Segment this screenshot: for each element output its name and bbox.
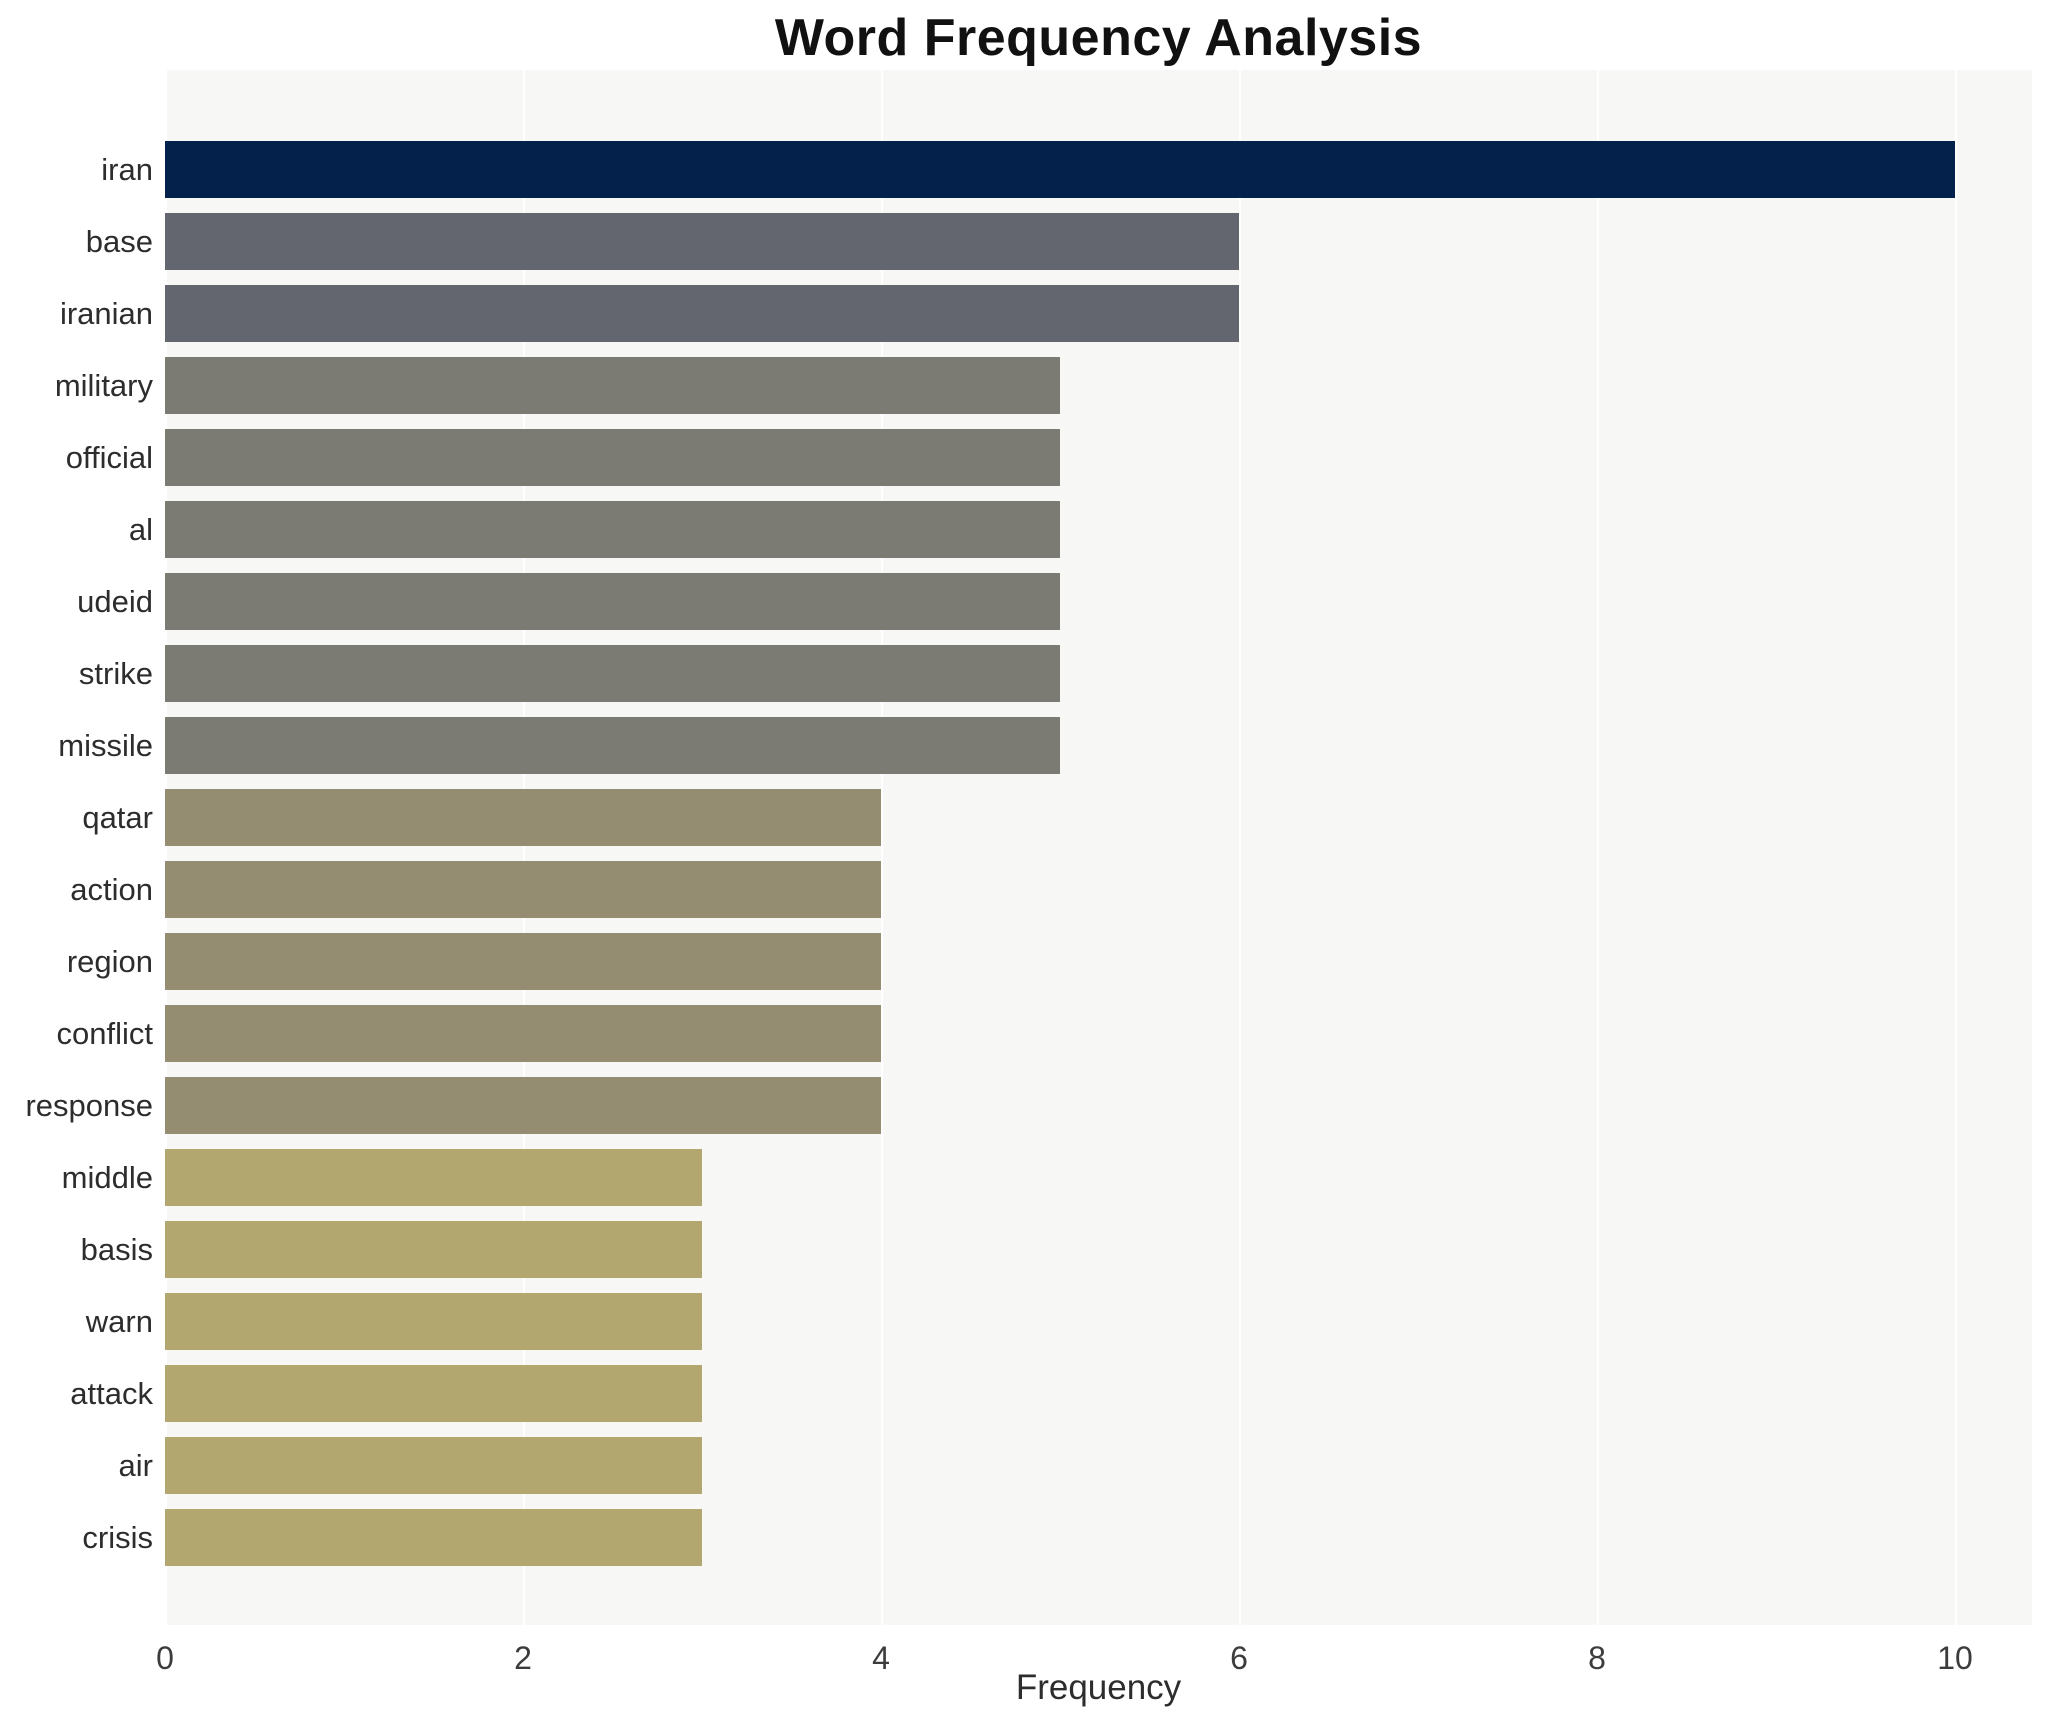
gridline-x-0 — [165, 70, 167, 1625]
y-label-qatar: qatar — [82, 799, 153, 835]
y-label-military: military — [54, 367, 153, 403]
y-label-middle: middle — [61, 1159, 153, 1195]
x-tick-6: 6 — [1230, 1640, 1248, 1676]
bar-military — [165, 357, 1060, 414]
bar-crisis — [165, 1509, 702, 1566]
bar-iran — [165, 141, 1955, 198]
x-tick-0: 0 — [156, 1640, 174, 1676]
bar-warn — [165, 1293, 702, 1350]
bar-conflict — [165, 1005, 881, 1062]
x-axis-title: Frequency — [1015, 1668, 1182, 1707]
x-tick-2: 2 — [514, 1640, 532, 1676]
bar-region — [165, 933, 881, 990]
bar-strike — [165, 645, 1060, 702]
bar-official — [165, 429, 1060, 486]
gridline-x-2 — [523, 70, 525, 1625]
y-label-udeid: udeid — [77, 583, 153, 619]
bar-basis — [165, 1221, 702, 1278]
bar-udeid — [165, 573, 1060, 630]
y-label-crisis: crisis — [82, 1519, 153, 1555]
y-label-strike: strike — [78, 655, 153, 691]
y-label-response: response — [25, 1087, 153, 1123]
gridline-x-10 — [1955, 70, 1957, 1625]
bar-action — [165, 861, 881, 918]
y-label-action: action — [70, 871, 153, 907]
gridline-x-4 — [881, 70, 883, 1625]
y-label-base: base — [85, 223, 153, 259]
y-label-missile: missile — [58, 727, 153, 763]
bar-attack — [165, 1365, 702, 1422]
gridline-x-6 — [1239, 70, 1241, 1625]
y-label-iran: iran — [101, 151, 153, 187]
y-label-basis: basis — [80, 1231, 153, 1267]
bar-base — [165, 213, 1239, 270]
chart-title: Word Frequency Analysis — [774, 9, 1423, 67]
y-label-conflict: conflict — [56, 1015, 153, 1051]
y-label-iranian: iranian — [59, 295, 153, 331]
bar-response — [165, 1077, 881, 1134]
bar-missile — [165, 717, 1060, 774]
x-tick-8: 8 — [1588, 1640, 1606, 1676]
bar-al — [165, 501, 1060, 558]
y-label-warn: warn — [85, 1303, 153, 1339]
y-label-air: air — [118, 1447, 153, 1483]
y-label-al: al — [128, 511, 153, 547]
y-label-attack: attack — [70, 1375, 153, 1411]
y-label-region: region — [66, 943, 153, 979]
bar-middle — [165, 1149, 702, 1206]
bar-air — [165, 1437, 702, 1494]
x-tick-4: 4 — [872, 1640, 890, 1676]
bar-iranian — [165, 285, 1239, 342]
bar-qatar — [165, 789, 881, 846]
gridline-x-8 — [1597, 70, 1599, 1625]
x-tick-10: 10 — [1937, 1640, 1973, 1676]
y-label-official: official — [65, 439, 153, 475]
